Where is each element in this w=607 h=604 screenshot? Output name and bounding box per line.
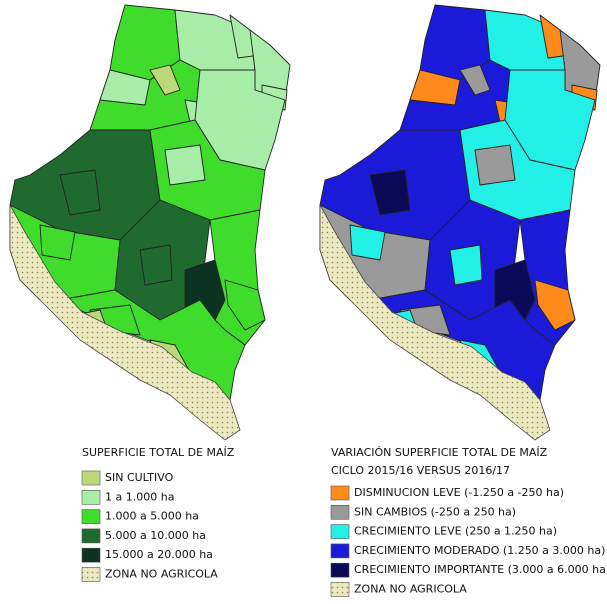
legend-swatch xyxy=(81,509,101,524)
legend-swatch xyxy=(81,470,101,486)
zona-no-agricola xyxy=(9,203,241,441)
legend-title: VARIACIÓN SUPERFICIE TOTAL DE MAÍZ xyxy=(331,446,548,459)
district xyxy=(224,279,266,331)
legend-swatch xyxy=(330,504,350,520)
district xyxy=(39,224,76,261)
map-left xyxy=(9,4,291,441)
legend-label: SIN CAMBIOS (-250 a 250 ha) xyxy=(354,505,516,518)
district xyxy=(409,69,461,106)
legend-label: 1 a 1.000 ha xyxy=(105,490,174,503)
district xyxy=(349,224,386,261)
legend-label: SIN CULTIVO xyxy=(105,471,174,484)
legend-label: CRECIMIENTO MODERADO (1.250 a 3.000 ha) xyxy=(354,544,605,557)
district xyxy=(369,169,411,216)
legend-label: 1.000 a 5.000 ha xyxy=(105,510,199,523)
legend-swatch xyxy=(330,524,350,539)
legend-label: CRECIMIENTO IMPORTANTE (3.000 a 6.000 ha… xyxy=(354,563,607,576)
legend-swatch xyxy=(81,528,101,544)
district xyxy=(99,69,151,106)
legend-swatch xyxy=(330,582,350,597)
legend-label: 5.000 a 10.000 ha xyxy=(105,529,206,542)
legend-title: SUPERFICIE TOTAL DE MAÍZ xyxy=(82,446,235,459)
legend-swatch xyxy=(330,543,350,559)
map-right xyxy=(319,4,601,441)
district xyxy=(474,144,516,186)
legend-subtitle: CICLO 2015/16 VERSUS 2016/17 xyxy=(331,464,510,477)
district xyxy=(59,169,101,216)
legend-swatch xyxy=(330,485,350,501)
legend-label: 15.000 a 20.000 ha xyxy=(105,548,213,561)
legend-label: DISMINUCION LEVE (-1.250 a -250 ha) xyxy=(354,486,564,499)
legend-swatch xyxy=(81,547,101,563)
district xyxy=(164,144,206,186)
legend-label: ZONA NO AGRICOLA xyxy=(105,568,218,581)
district xyxy=(459,64,491,96)
district xyxy=(534,279,576,331)
district xyxy=(139,244,173,286)
district xyxy=(449,244,483,286)
zona-no-agricola xyxy=(319,203,551,441)
legend-label: CRECIMIENTO LEVE (250 a 1.250 ha) xyxy=(354,525,557,538)
legend-label: ZONA NO AGRICOLA xyxy=(354,583,467,596)
district xyxy=(149,64,181,96)
legend-swatch xyxy=(81,489,101,505)
legend-swatch xyxy=(81,567,101,582)
legend-swatch xyxy=(330,562,350,578)
